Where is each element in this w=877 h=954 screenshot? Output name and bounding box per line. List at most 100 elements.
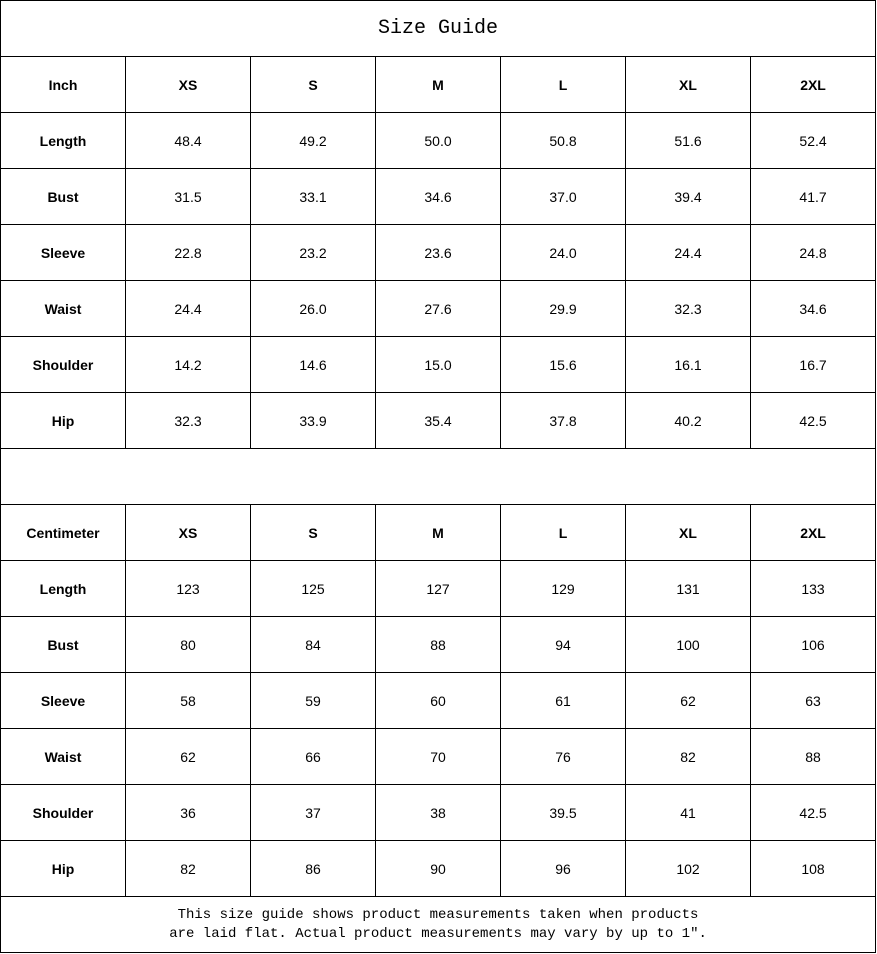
- measurement-cell: 48.4: [125, 112, 251, 169]
- measurement-cell: 96: [500, 840, 626, 897]
- measurement-cell: 33.9: [250, 392, 376, 449]
- size-header: L: [500, 56, 626, 113]
- row-label: Length: [0, 560, 126, 617]
- measurement-cell: 84: [250, 616, 376, 673]
- table-row: Shoulder 14.2 14.6 15.0 15.6 16.1 16.7: [0, 336, 877, 393]
- row-label: Bust: [0, 168, 126, 225]
- table-row: Bust 80 84 88 94 100 106: [0, 616, 877, 673]
- unit-header: Inch: [0, 56, 126, 113]
- measurement-cell: 33.1: [250, 168, 376, 225]
- measurement-cell: 42.5: [749, 784, 877, 841]
- size-header: XL: [625, 56, 751, 113]
- table-row: Hip 32.3 33.9 35.4 37.8 40.2 42.5: [0, 392, 877, 449]
- footer-row: This size guide shows product measuremen…: [0, 896, 877, 953]
- measurement-cell: 127: [375, 560, 501, 617]
- measurement-cell: 34.6: [375, 168, 501, 225]
- measurement-cell: 29.9: [500, 280, 626, 337]
- measurement-cell: 15.0: [375, 336, 501, 393]
- size-header: XS: [125, 56, 251, 113]
- title-row: Size Guide: [0, 0, 877, 57]
- measurement-cell: 106: [749, 616, 877, 673]
- footer-note: This size guide shows product measuremen…: [0, 896, 877, 953]
- measurement-cell: 32.3: [125, 392, 251, 449]
- measurement-cell: 14.6: [250, 336, 376, 393]
- measurement-cell: 40.2: [625, 392, 751, 449]
- measurement-cell: 39.4: [625, 168, 751, 225]
- measurement-cell: 59: [250, 672, 376, 729]
- table-row: Waist 62 66 70 76 82 88: [0, 728, 877, 785]
- unit-header: Centimeter: [0, 504, 126, 561]
- measurement-cell: 37.0: [500, 168, 626, 225]
- measurement-cell: 66: [250, 728, 376, 785]
- measurement-cell: 41: [625, 784, 751, 841]
- page-title: Size Guide: [0, 0, 877, 57]
- measurement-cell: 62: [625, 672, 751, 729]
- measurement-cell: 86: [250, 840, 376, 897]
- measurement-cell: 37.8: [500, 392, 626, 449]
- measurement-cell: 123: [125, 560, 251, 617]
- measurement-cell: 129: [500, 560, 626, 617]
- measurement-cell: 63: [749, 672, 877, 729]
- measurement-cell: 41.7: [749, 168, 877, 225]
- measurement-cell: 49.2: [250, 112, 376, 169]
- size-header: S: [250, 504, 376, 561]
- row-label: Shoulder: [0, 784, 126, 841]
- measurement-cell: 58: [125, 672, 251, 729]
- measurement-cell: 94: [500, 616, 626, 673]
- measurement-cell: 70: [375, 728, 501, 785]
- measurement-cell: 39.5: [500, 784, 626, 841]
- table-row: Waist 24.4 26.0 27.6 29.9 32.3 34.6: [0, 280, 877, 337]
- size-header: L: [500, 504, 626, 561]
- measurement-cell: 88: [749, 728, 877, 785]
- row-label: Hip: [0, 840, 126, 897]
- table-row: Hip 82 86 90 96 102 108: [0, 840, 877, 897]
- row-label: Sleeve: [0, 224, 126, 281]
- size-header: M: [375, 56, 501, 113]
- size-header: XS: [125, 504, 251, 561]
- measurement-cell: 37: [250, 784, 376, 841]
- table-row: Bust 31.5 33.1 34.6 37.0 39.4 41.7: [0, 168, 877, 225]
- row-label: Bust: [0, 616, 126, 673]
- spacer-cell: [0, 448, 877, 505]
- size-header: XL: [625, 504, 751, 561]
- measurement-cell: 38: [375, 784, 501, 841]
- row-label: Waist: [0, 728, 126, 785]
- measurement-cell: 60: [375, 672, 501, 729]
- table-row: Length 123 125 127 129 131 133: [0, 560, 877, 617]
- header-row-centimeter: Centimeter XS S M L XL 2XL: [0, 504, 877, 561]
- size-header: 2XL: [749, 56, 877, 113]
- table-row: Sleeve 22.8 23.2 23.6 24.0 24.4 24.8: [0, 224, 877, 281]
- measurement-cell: 88: [375, 616, 501, 673]
- table-row: Length 48.4 49.2 50.0 50.8 51.6 52.4: [0, 112, 877, 169]
- measurement-cell: 42.5: [749, 392, 877, 449]
- measurement-cell: 14.2: [125, 336, 251, 393]
- measurement-cell: 76: [500, 728, 626, 785]
- header-row-inch: Inch XS S M L XL 2XL: [0, 56, 877, 113]
- row-label: Waist: [0, 280, 126, 337]
- measurement-cell: 24.4: [625, 224, 751, 281]
- size-header: S: [250, 56, 376, 113]
- measurement-cell: 125: [250, 560, 376, 617]
- measurement-cell: 61: [500, 672, 626, 729]
- size-header: M: [375, 504, 501, 561]
- measurement-cell: 27.6: [375, 280, 501, 337]
- measurement-cell: 108: [749, 840, 877, 897]
- measurement-cell: 80: [125, 616, 251, 673]
- measurement-cell: 51.6: [625, 112, 751, 169]
- measurement-cell: 34.6: [749, 280, 877, 337]
- row-label: Length: [0, 112, 126, 169]
- measurement-cell: 131: [625, 560, 751, 617]
- footer-line-2: are laid flat. Actual product measuremen…: [169, 925, 707, 942]
- measurement-cell: 22.8: [125, 224, 251, 281]
- row-label: Sleeve: [0, 672, 126, 729]
- measurement-cell: 100: [625, 616, 751, 673]
- measurement-cell: 82: [625, 728, 751, 785]
- measurement-cell: 24.4: [125, 280, 251, 337]
- measurement-cell: 133: [749, 560, 877, 617]
- measurement-cell: 50.8: [500, 112, 626, 169]
- measurement-cell: 23.6: [375, 224, 501, 281]
- row-label: Hip: [0, 392, 126, 449]
- measurement-cell: 24.8: [749, 224, 877, 281]
- measurement-cell: 23.2: [250, 224, 376, 281]
